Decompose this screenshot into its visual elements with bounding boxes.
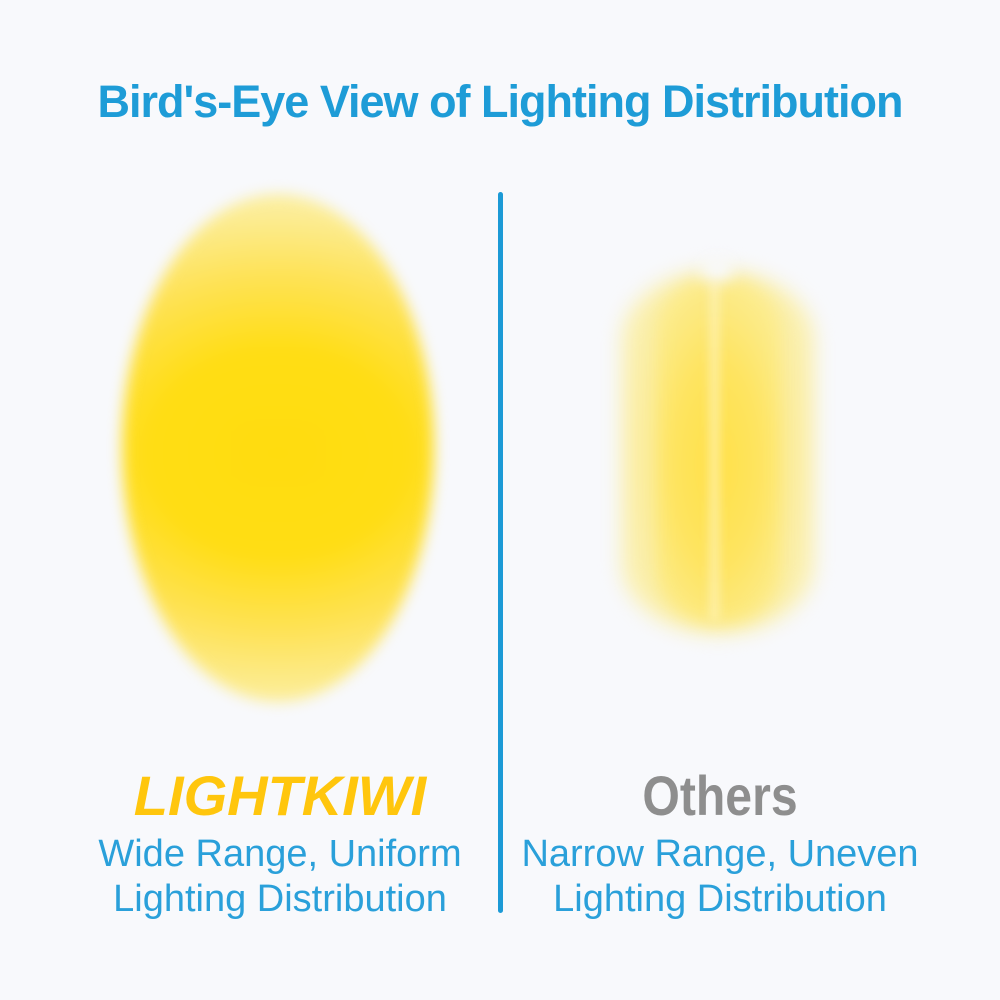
left-caption-line2: Lighting Distribution <box>113 878 447 920</box>
right-caption: Narrow Range, Uneven Lighting Distributi… <box>505 832 935 922</box>
right-caption-line1: Narrow Range, Uneven <box>521 833 919 875</box>
left-caption: Wide Range, Uniform Lighting Distributio… <box>60 832 500 922</box>
page-title: Bird's-Eye View of Lighting Distribution <box>97 76 904 127</box>
right-label-group: Others Narrow Range, Uneven Lighting Dis… <box>505 768 935 928</box>
others-light-pattern <box>622 256 814 638</box>
others-glow-core <box>656 278 782 624</box>
left-label-group: LIGHTKIWI Wide Range, Uniform Lighting D… <box>60 768 500 928</box>
lightkiwi-light-pattern <box>122 194 434 702</box>
others-glow-seam <box>710 282 719 620</box>
left-caption-line1: Wide Range, Uniform <box>98 833 462 875</box>
right-caption-line2: Lighting Distribution <box>553 878 887 920</box>
others-brand-label: Others <box>642 764 798 827</box>
divider-line <box>498 192 503 913</box>
others-glow-top-notch <box>700 256 734 282</box>
lightkiwi-brand-label: LIGHTKIWI <box>133 764 427 827</box>
